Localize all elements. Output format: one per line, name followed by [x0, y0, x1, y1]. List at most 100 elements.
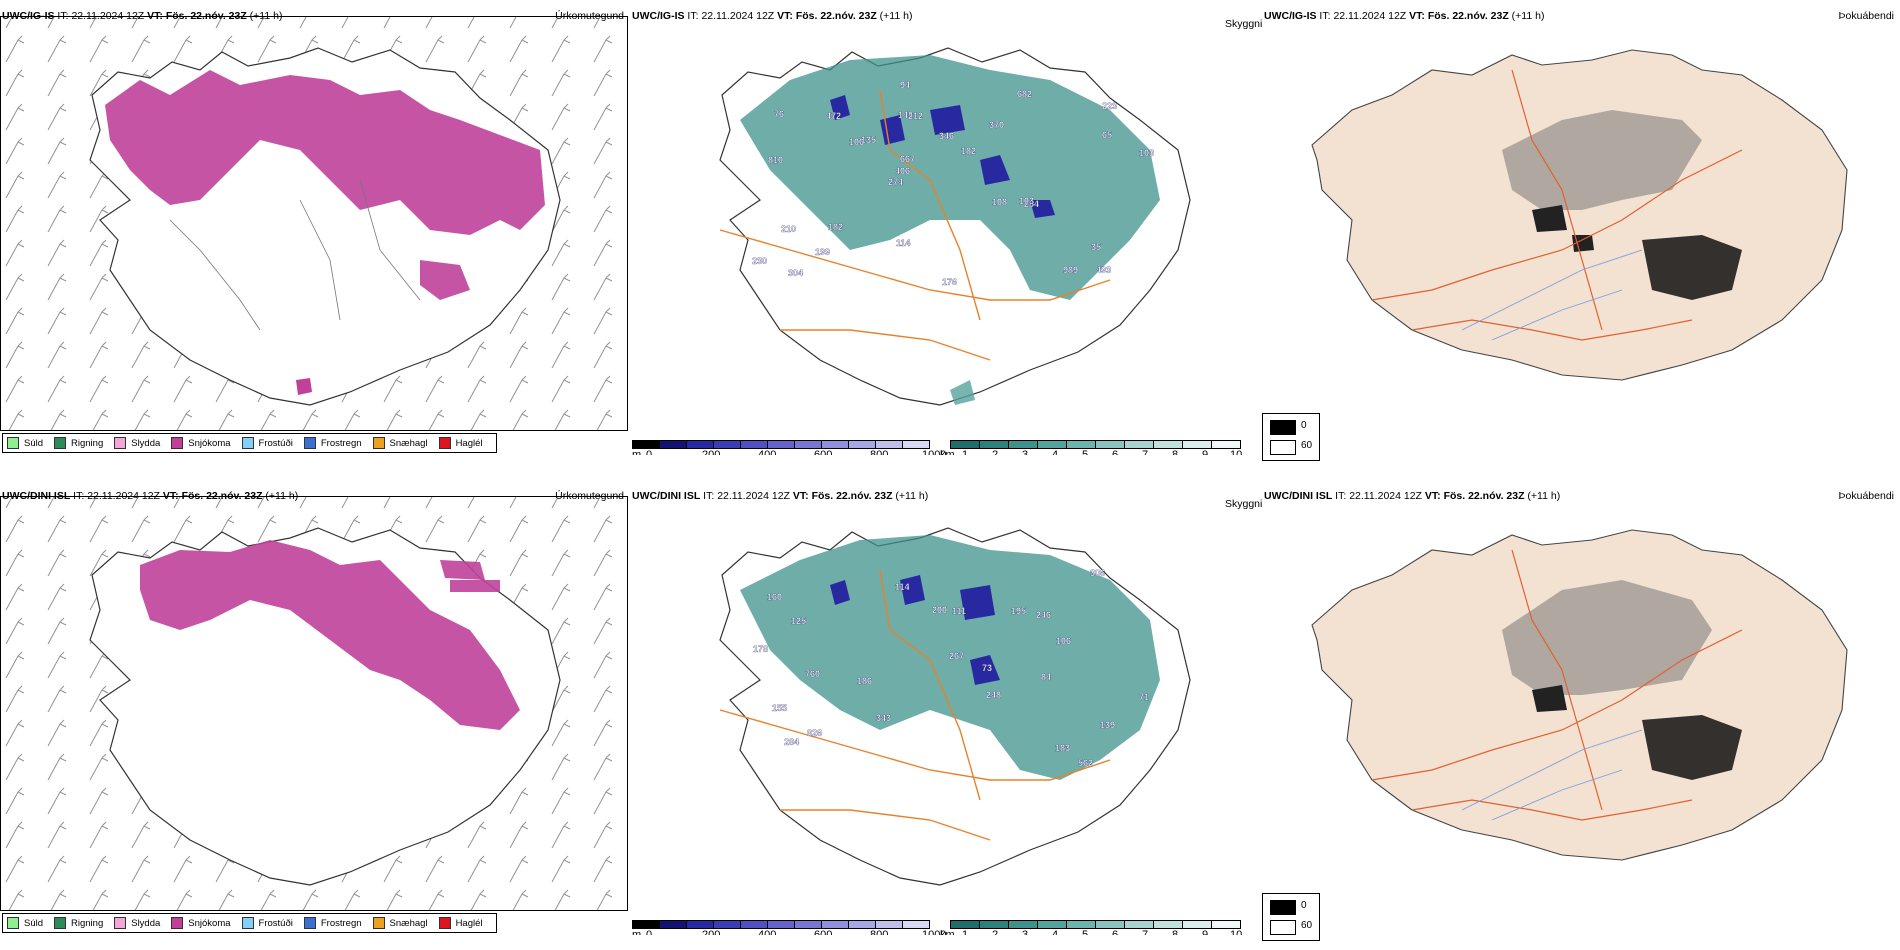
height-label: 989 — [1063, 265, 1078, 275]
height-colorbar — [632, 916, 930, 929]
swatch — [171, 437, 184, 449]
height-label: 682 — [1017, 89, 1032, 99]
swatch — [1270, 420, 1296, 435]
height-label: 254 — [1024, 199, 1039, 209]
colorbar-segment — [979, 920, 1009, 929]
fog-legend-bottom: 0 60 — [1262, 893, 1320, 941]
height-label: 176 — [942, 277, 957, 287]
colorbar-segment — [767, 440, 795, 449]
swatch — [372, 437, 385, 449]
height-label: 71 — [1139, 692, 1149, 702]
colorbar-segment — [1211, 920, 1241, 929]
height-label: 108 — [992, 197, 1007, 207]
height-label: 160 — [767, 592, 782, 602]
legend-item: Frostregn — [303, 917, 362, 929]
colorbar-segment — [1124, 920, 1154, 929]
map-frame — [0, 496, 628, 911]
swatch — [303, 437, 316, 449]
colorbar-segment — [950, 440, 980, 449]
colorbar-segment — [1124, 440, 1154, 449]
height-label: 183 — [1055, 743, 1070, 753]
height-label: 562 — [1078, 758, 1093, 768]
colorbar-segment — [1095, 920, 1125, 929]
colorbar-segment — [821, 440, 849, 449]
height-label: 210 — [781, 224, 796, 234]
height-label: 200 — [932, 605, 947, 615]
height-label: 230 — [752, 256, 767, 266]
colorbar-segment — [1095, 440, 1125, 449]
colorbar-segment — [1008, 920, 1038, 929]
colorbar-segment — [1182, 920, 1212, 929]
swatch — [171, 917, 184, 929]
colorbar-segment — [632, 440, 660, 449]
height-label: 274 — [888, 177, 903, 187]
colorbar-segment — [848, 440, 876, 449]
colorbar-segment — [659, 920, 687, 929]
colorbar-segment — [1008, 440, 1038, 449]
visibility-colorbar — [950, 916, 1241, 929]
panel-title: Þokuábendi — [1838, 10, 1894, 22]
colorbar-segment — [902, 440, 930, 449]
fog-map — [1311, 49, 1848, 381]
precip-type-map — [1, 17, 627, 430]
panel-header: UWC/IG-IS IT: 22.11.2024 12Z VT: Fös. 22… — [1264, 10, 1545, 22]
fog-panel-bottom: UWC/DINI ISL IT: 22.11.2024 12Z VT: Fös.… — [1262, 480, 1900, 935]
colorbar-segment — [821, 920, 849, 929]
panel-title: Þokuábendi — [1838, 490, 1894, 502]
panel-title: Skyggni — [1225, 18, 1263, 30]
height-label: 103 — [1139, 148, 1154, 158]
height-label: 304 — [788, 268, 803, 278]
colorbar-segment — [979, 440, 1009, 449]
visibility-panel-bottom: UWC/DINI ISL IT: 22.11.2024 12Z VT: Fös.… — [630, 480, 1260, 935]
swatch — [438, 437, 451, 449]
legend-item: Snjókoma — [171, 437, 231, 449]
height-label: 195 — [1011, 606, 1026, 616]
fog-map — [1311, 529, 1848, 861]
colorbar-segment — [875, 920, 903, 929]
height-label: 246 — [1036, 610, 1051, 620]
height-label: 199 — [815, 247, 830, 257]
height-label: 106 — [849, 137, 864, 147]
panel-header: UWC/DINI ISL IT: 22.11.2024 12Z VT: Fös.… — [1264, 490, 1561, 502]
height-label: 106 — [1056, 636, 1071, 646]
colorbar-segment — [1211, 440, 1241, 449]
height-label: 114 — [895, 582, 910, 592]
height-label: 84 — [1041, 672, 1051, 682]
colorbar-segment — [1037, 920, 1067, 929]
height-label: 178 — [753, 644, 768, 654]
height-label: 114 — [896, 238, 911, 248]
swatch — [114, 917, 127, 929]
height-label: 667 — [900, 154, 915, 164]
swatch — [438, 917, 451, 929]
snow-area — [140, 540, 520, 730]
precip-type-panel-top: UWC/IG-IS IT: 22.11.2024 12Z VT: Fös. 22… — [0, 0, 630, 455]
colorbar-segment — [713, 440, 741, 449]
colorbar-segment — [1066, 920, 1096, 929]
legend-item: Súld — [7, 917, 43, 929]
swatch — [7, 917, 19, 929]
colorbar-segment — [659, 440, 687, 449]
colorbar-segment — [740, 440, 768, 449]
legend-item: Frostregn — [303, 437, 362, 449]
visibility-map: 493 810 223 274 370 304 149 346 210 135 230 199 212 1… — [719, 47, 1191, 406]
height-label: 267 — [949, 651, 964, 661]
height-label: 139 — [1100, 720, 1115, 730]
height-label: 760 — [805, 669, 820, 679]
height-label: 284 — [784, 737, 799, 747]
colorbar-segment — [902, 920, 930, 929]
height-label: 223 — [1102, 101, 1117, 111]
legend-item: Haglél — [438, 917, 483, 929]
legend-item: Frostúði — [241, 917, 293, 929]
legend-item: Rigning — [54, 917, 103, 929]
legend-item: Súld — [7, 437, 43, 449]
height-label: 493 — [1096, 265, 1111, 275]
height-label: 125 — [791, 616, 806, 626]
swatch — [114, 437, 127, 449]
visibility-colorbar — [950, 436, 1241, 449]
swatch — [1270, 900, 1296, 915]
fog-legend-top: 0 60 — [1262, 413, 1320, 461]
legend-item: Slydda — [114, 917, 160, 929]
fog-panel-top: UWC/IG-IS IT: 22.11.2024 12Z VT: Fös. 22… — [1262, 0, 1900, 455]
height-label: 248 — [986, 690, 1001, 700]
height-labels: 493 810 223 274 370 304 149 346 210 135 230 199 212 1… — [752, 80, 1154, 287]
